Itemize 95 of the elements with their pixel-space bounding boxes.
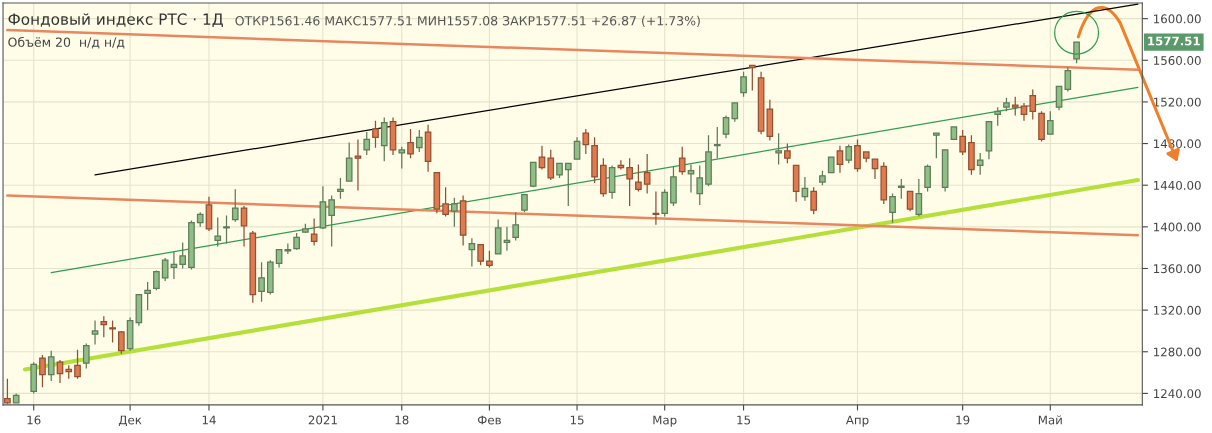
candlestick	[240, 205, 248, 248]
candlestick	[258, 261, 265, 303]
annotation: Объём 20 н/д н/д	[8, 36, 125, 49]
candlestick	[82, 342, 90, 370]
candlestick	[451, 197, 458, 228]
candlestick	[529, 161, 537, 188]
y-tick-label: 1360.00	[1154, 264, 1201, 274]
y-tick-label: 1560.00	[1154, 56, 1201, 65]
candlestick	[442, 186, 449, 218]
candlestick	[854, 138, 861, 173]
candlestick	[933, 132, 940, 159]
candlestick	[1055, 85, 1063, 111]
y-tick-label: 1520.00	[1154, 97, 1201, 107]
y-tick-label: 1320.00	[1154, 305, 1201, 315]
candlestick	[784, 142, 791, 164]
candlestick	[538, 145, 546, 171]
candlestick	[713, 126, 721, 159]
candlestick	[100, 315, 108, 338]
candlestick	[179, 241, 187, 270]
candlestick	[897, 178, 905, 200]
x-tick-label: 16	[27, 415, 41, 425]
candlestick	[91, 319, 99, 346]
y-tick-label: 1400.00	[1154, 222, 1201, 232]
candlestick	[39, 354, 46, 388]
candlestick	[223, 214, 230, 245]
candlestick	[214, 216, 222, 248]
x-tick-label: Дек	[118, 415, 142, 427]
candlestick	[74, 349, 81, 380]
candlestick	[976, 152, 984, 176]
candlestick	[345, 141, 353, 182]
x-tick-label: 15	[737, 415, 751, 425]
candlestick	[512, 211, 520, 242]
candlestick	[547, 149, 555, 181]
candlestick	[144, 281, 151, 311]
candlestick	[407, 128, 414, 159]
candlestick	[4, 378, 11, 405]
candlestick	[836, 145, 844, 174]
candlestick	[363, 131, 371, 156]
candlestick	[398, 146, 406, 170]
y-tick-label: 1280.00	[1154, 347, 1201, 357]
candlestick	[906, 190, 914, 212]
candlestick	[47, 350, 55, 382]
candlestick	[643, 153, 651, 195]
candlestick	[328, 194, 336, 248]
text: Фондовый индекс РТС · 1Д	[8, 13, 223, 28]
x-tick-label: Май	[1038, 415, 1062, 425]
candlestick	[1011, 96, 1019, 117]
candlestick	[748, 64, 756, 92]
candlestick	[775, 132, 782, 166]
candlestick	[722, 114, 730, 139]
candlestick	[310, 217, 318, 247]
text: 1577.51	[1148, 36, 1200, 46]
candlestick	[415, 129, 423, 153]
candlestick	[582, 128, 590, 155]
candlestick	[564, 162, 572, 207]
candlestick	[994, 106, 1002, 127]
candlestick	[1046, 110, 1054, 135]
candlestick	[354, 138, 362, 192]
candlestick	[205, 196, 213, 232]
candlestick	[696, 164, 704, 206]
candlestick	[959, 129, 966, 156]
candlestick	[626, 157, 633, 207]
x-tick-label: 15	[570, 415, 584, 425]
candlestick	[1064, 66, 1072, 93]
text: ОТКР1561.46 МАКС1577.51 МИН1557.08 ЗАКР1577.51 +26.87 (+1.73%)	[235, 15, 700, 27]
candlestick	[810, 186, 818, 215]
candlestick	[477, 243, 484, 266]
candlestick	[109, 319, 116, 344]
candlestick	[915, 178, 923, 218]
candlestick	[845, 143, 853, 164]
candlestick	[731, 102, 739, 123]
x-tick-label: 19	[956, 415, 970, 425]
candlestick	[1073, 41, 1080, 64]
candlestick	[635, 163, 642, 193]
candlestick	[372, 120, 379, 149]
x-tick-label: Апр	[845, 415, 869, 427]
candlestick	[889, 192, 896, 224]
candlestick	[337, 177, 344, 200]
x-tick-label: Мар	[653, 415, 677, 427]
candlestick	[1029, 88, 1037, 121]
candlestick	[924, 163, 931, 193]
y-tick-label: 1240.00	[1154, 389, 1201, 399]
x-tick-label: 14	[202, 415, 216, 425]
y-tick-label: 1440.00	[1154, 180, 1201, 190]
candlestick	[380, 116, 388, 162]
candlestick	[231, 188, 239, 223]
candlestick	[573, 136, 581, 160]
x-tick-label: 2021	[308, 415, 337, 425]
candlestick	[678, 146, 686, 176]
candlestick	[740, 71, 747, 98]
y-tick-label: 1600.00	[1154, 14, 1201, 24]
candlestick	[161, 257, 169, 282]
candlestick	[661, 188, 669, 218]
x-tick-label: 18	[395, 415, 409, 425]
x-tick-label: Фев	[477, 415, 501, 425]
